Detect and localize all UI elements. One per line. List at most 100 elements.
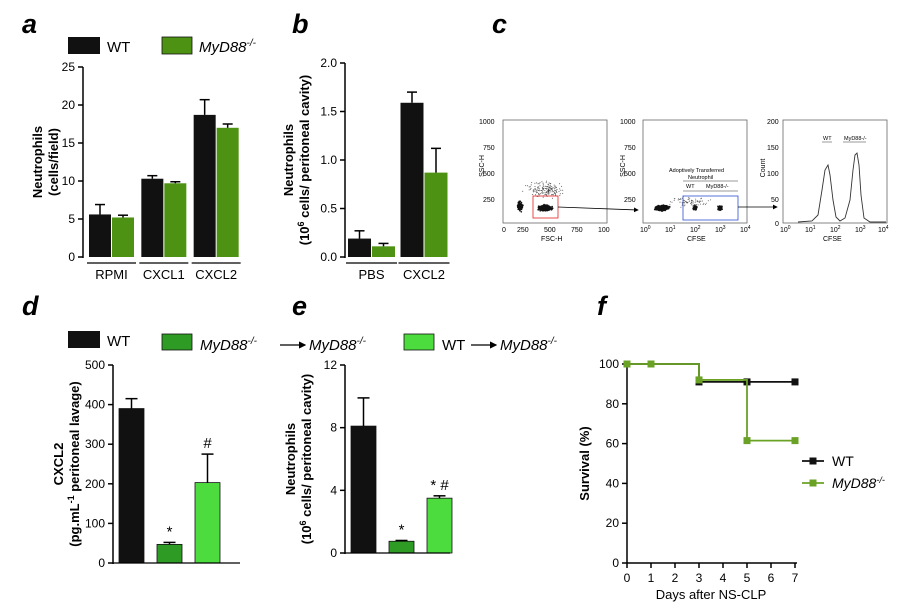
flow-event xyxy=(519,206,522,208)
flow-event xyxy=(547,186,549,188)
flow-event xyxy=(546,194,548,196)
chart-b: 0.0 0.5 1.0 1.5 2.0 PBS CXCL2 Neutrophils(106 c… xyxy=(281,56,450,282)
flow-plot-3-frame xyxy=(782,119,888,224)
flow-event xyxy=(530,184,532,186)
flow-event xyxy=(517,201,520,204)
flow-event xyxy=(522,190,524,192)
flow-event xyxy=(687,202,689,204)
chart-e: 0 4 8 12 * * # Neutrophils(106 cells/ peritone… xyxy=(283,358,453,560)
flow-event xyxy=(527,185,529,187)
flow-event xyxy=(521,205,524,207)
flow-event xyxy=(547,193,549,195)
flow-event xyxy=(665,204,668,207)
chart-f-legend-marker xyxy=(809,457,817,465)
chart-f: 0 20 40 60 80 100 0 1 2 3 4 5 6 7 Days after NS-CLP Sur… xyxy=(577,357,885,602)
flow-event xyxy=(691,204,693,206)
flow-event xyxy=(717,205,719,208)
chart-a-category-label: CXCL2 xyxy=(195,267,237,282)
flow-event xyxy=(719,209,721,212)
flow-plot-1-ylabel: SSC-H xyxy=(479,155,486,177)
flow-plot-3-ytick-0: 0 xyxy=(775,221,779,228)
chart-a-ylabel-1: Neutrophils xyxy=(30,126,45,198)
flow-event xyxy=(546,190,548,192)
flow-event xyxy=(541,181,543,183)
chart-a-ytick-label: 25 xyxy=(62,60,76,74)
chart-b-bar xyxy=(424,172,448,257)
flow-event xyxy=(552,197,553,199)
flow-plot-1-xtick-250: 250 xyxy=(517,227,529,234)
flow-event xyxy=(551,205,553,208)
flow-plot-2-gate-title-2: Neutrophil xyxy=(688,175,713,181)
flow-event xyxy=(690,203,692,205)
flow-event xyxy=(539,193,541,195)
flow-plot-1-xtick-750: 750 xyxy=(571,227,583,234)
flow-plot-2-gate-wt: WT xyxy=(686,184,695,190)
flow-event xyxy=(550,188,552,190)
flow-event xyxy=(683,199,685,201)
flow-plot-2-gate-myd88: MyD88-/- xyxy=(706,184,729,190)
flow-event xyxy=(519,204,522,207)
chart-e-significance-label: * xyxy=(399,521,405,538)
flow-event xyxy=(538,194,540,195)
chart-f-legend-label: MyD88-/- xyxy=(832,475,885,491)
flow-event xyxy=(544,191,546,193)
legend-wt-label: WT xyxy=(107,39,130,56)
flow-plot-2: Adoptively Transferred Neutrophil WT MyD… xyxy=(620,119,751,243)
chart-a-ytick-label: 0 xyxy=(68,250,75,264)
chart-f-legend-label: WT xyxy=(832,453,854,469)
chart-f-ytick-label: 20 xyxy=(606,516,620,530)
flow-event xyxy=(553,184,555,186)
flow-event xyxy=(692,202,694,204)
legend-myd88-swatch xyxy=(161,36,193,55)
chart-f-ytick-label: 40 xyxy=(606,476,620,490)
flow-event xyxy=(550,187,551,189)
flow-event xyxy=(541,187,543,189)
chart-d-bar xyxy=(156,543,183,564)
flow-event xyxy=(702,200,703,202)
flow-event xyxy=(710,199,712,201)
chart-d-ylabel-2: (pg.mL-1 peritoneal lavage) xyxy=(66,381,82,547)
flow-event xyxy=(559,183,561,185)
flow-event xyxy=(535,191,537,193)
flow-event xyxy=(543,187,545,189)
flow-event xyxy=(552,194,554,196)
flow-event xyxy=(677,199,679,201)
flow-event xyxy=(696,201,698,203)
panel-letter-b: b xyxy=(292,9,309,39)
flow-event xyxy=(537,183,539,185)
flow-event xyxy=(687,198,689,200)
chart-a-category-label: CXCL1 xyxy=(143,267,185,282)
flow-event xyxy=(689,197,691,199)
legend-wt-ko-right: MyD88-/- xyxy=(500,336,558,354)
flow-event xyxy=(546,191,548,193)
flow-event xyxy=(552,191,554,193)
flow-plot-2-xtick-2: 102 xyxy=(690,225,701,234)
chart-f-point xyxy=(695,376,703,384)
flow-event xyxy=(540,190,542,191)
flow-event xyxy=(696,204,698,205)
chart-f-point xyxy=(791,378,799,386)
flow-cytometry-panel: SSC-H 1000 750 500 250 0 250 500 750 100… xyxy=(479,119,889,243)
flow-event xyxy=(695,207,698,210)
flow-event xyxy=(532,189,534,191)
legend-ko-ko-left: MyD88-/- xyxy=(200,336,258,354)
flow-event xyxy=(520,211,523,213)
flow-event xyxy=(540,193,542,195)
chart-f-xtick-label: 5 xyxy=(744,571,751,585)
chart-f-xtick-label: 2 xyxy=(672,571,679,585)
flow-event xyxy=(535,188,536,190)
flow-event xyxy=(520,208,523,211)
flow-event xyxy=(554,188,556,190)
flow-event xyxy=(544,185,546,187)
flow-event xyxy=(537,189,539,191)
flow-event xyxy=(663,206,666,209)
flow-event xyxy=(541,207,544,210)
chart-d-significance-label: * xyxy=(167,523,173,540)
flow-event xyxy=(531,182,533,184)
chart-a: 0 5 10 15 20 25 RPMI CXCL1 CXCL2 Neutrophils (cell… xyxy=(30,60,241,282)
chart-d-ylabel-1: CXCL2 xyxy=(51,443,66,486)
chart-b-ylabel-1: Neutrophils xyxy=(281,124,296,196)
legend-wt-swatch xyxy=(68,37,100,54)
flow-plot-3-ytick-50: 50 xyxy=(771,197,779,204)
flow-event xyxy=(528,189,530,191)
